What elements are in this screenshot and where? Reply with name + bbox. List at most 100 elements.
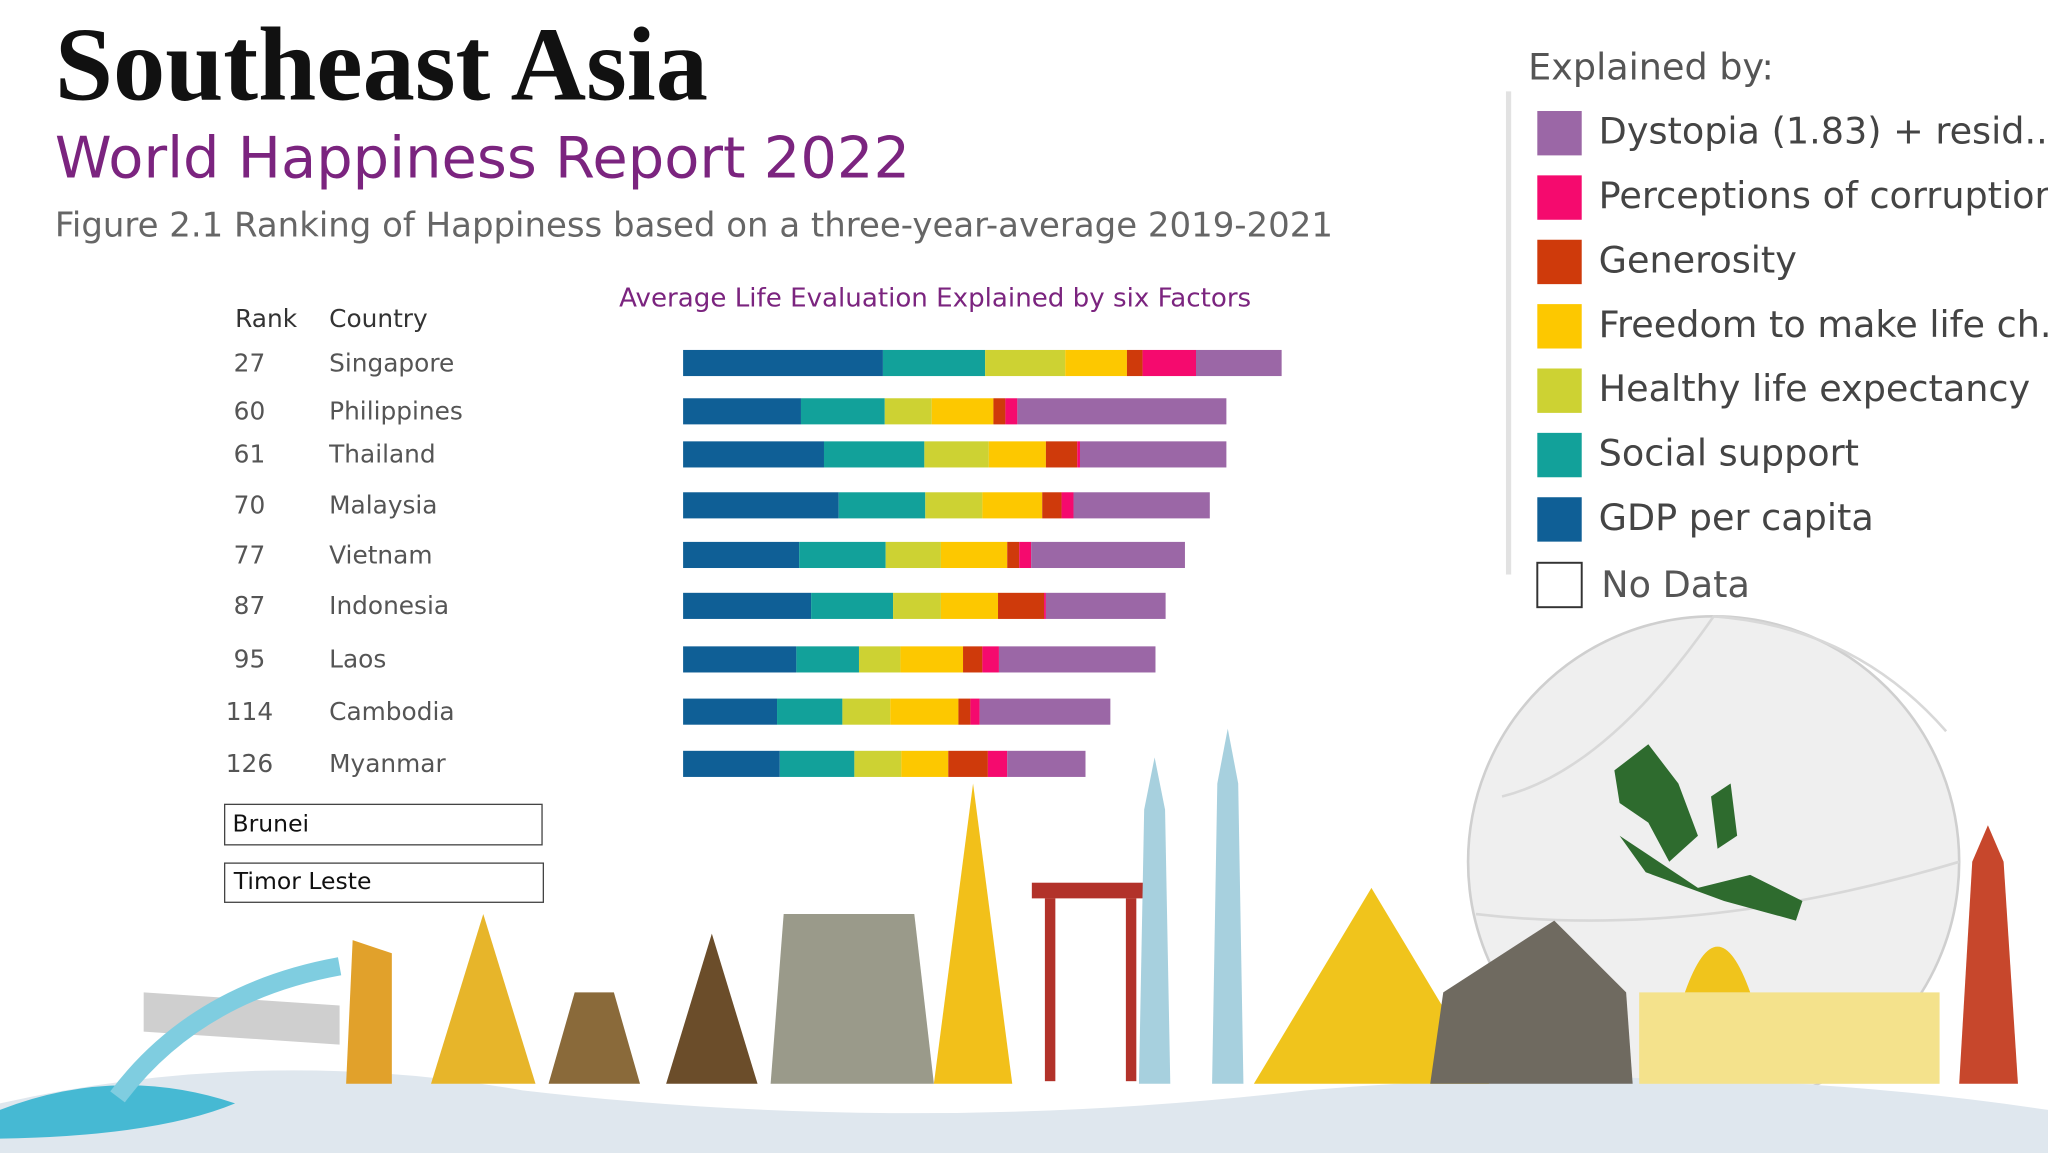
- rank: 77: [234, 540, 266, 569]
- rank: 126: [226, 749, 273, 778]
- bar-segment: [890, 698, 959, 725]
- bar-segment: [998, 592, 1045, 619]
- bar-segment: [993, 398, 1006, 425]
- country: Malaysia: [329, 491, 437, 520]
- rank: 61: [234, 440, 266, 469]
- bar-segment: [683, 646, 797, 673]
- legend-label: Generosity: [1599, 238, 1797, 281]
- unranked-box: [223, 862, 544, 903]
- bar-segment: [985, 349, 1066, 377]
- bar-segment: [799, 541, 886, 569]
- bar-segment: [683, 398, 801, 425]
- bar-segment: [1079, 441, 1227, 468]
- rank-header: Rank: [235, 304, 298, 333]
- country: Philippines: [329, 397, 463, 426]
- bar-segment: [987, 750, 1008, 777]
- bar-segment: [979, 698, 1111, 725]
- bar-segment: [925, 492, 983, 519]
- bar-segment: [1142, 349, 1196, 377]
- bar-segment: [1077, 441, 1080, 468]
- country: Thailand: [328, 440, 436, 469]
- rank: 70: [234, 491, 266, 520]
- bar-segment: [858, 646, 901, 673]
- legend-label-no-data: No Data: [1601, 563, 1750, 606]
- bar-segment: [796, 646, 859, 673]
- bar-segment: [1007, 541, 1020, 569]
- legend-label: GDP per capita: [1599, 496, 1874, 539]
- bar-segment: [683, 750, 780, 777]
- legend-label: Healthy life expectancy: [1599, 367, 2030, 410]
- legend-label: Dystopia (1.83) + resid...: [1599, 110, 2048, 153]
- bar-segment: [838, 492, 926, 519]
- bar-segment: [948, 750, 988, 777]
- bar-segment: [1031, 541, 1185, 569]
- bar-segment: [1044, 592, 1046, 619]
- rank: 60: [234, 397, 266, 426]
- legend-swatch: [1537, 110, 1582, 156]
- bar-segment: [963, 646, 983, 673]
- bar-segment: [1019, 541, 1032, 569]
- country: Myanmar: [329, 749, 446, 778]
- bar-segment: [779, 750, 855, 777]
- bar-segment: [683, 349, 883, 377]
- legend-label: Social support: [1599, 432, 1859, 475]
- bar-segment: [1042, 492, 1062, 519]
- bar-segment: [683, 441, 824, 468]
- country: Singapore: [329, 348, 454, 377]
- page-title: Southeast Asia: [55, 7, 708, 123]
- caption: Figure 2.1 Ranking of Happiness based on…: [55, 206, 1333, 246]
- bar-segment: [777, 698, 843, 725]
- bar-segment: [1065, 349, 1127, 377]
- bar-segment: [970, 698, 980, 725]
- legend-swatch: [1537, 432, 1582, 478]
- bar-segment: [982, 492, 1043, 519]
- bar-segment: [823, 441, 925, 468]
- legend-label: Perceptions of corruption: [1599, 174, 2048, 217]
- bar-segment: [998, 646, 1156, 673]
- bar-segment: [842, 698, 891, 725]
- legend-swatch: [1537, 239, 1582, 285]
- country-header: Country: [329, 304, 428, 333]
- bar-segment: [1073, 492, 1210, 519]
- unranked-country: Timor Leste: [233, 867, 372, 895]
- bar-segment: [885, 541, 941, 569]
- bar-segment: [1045, 441, 1078, 468]
- bar-segment: [958, 698, 971, 725]
- bar-segment: [800, 398, 885, 425]
- bar-segment: [1061, 492, 1074, 519]
- rank: 87: [234, 591, 266, 620]
- country: Indonesia: [329, 591, 449, 620]
- legend-swatch: [1537, 304, 1582, 349]
- bar-segment: [1195, 349, 1282, 377]
- bar-segment: [940, 592, 999, 619]
- bar-segment: [1126, 349, 1143, 377]
- legend-swatch-no-data: [1536, 561, 1583, 609]
- bar-segment: [1045, 592, 1166, 619]
- bar-segment: [982, 646, 999, 673]
- rank: 27: [234, 348, 266, 377]
- bar-segment: [683, 541, 800, 569]
- legend-swatch: [1537, 175, 1582, 220]
- bar-segment: [931, 398, 994, 425]
- legend-label: Freedom to make life ch...: [1599, 303, 2048, 346]
- decoration: [0, 614, 2048, 1153]
- rank: 114: [226, 697, 273, 726]
- unranked-country: Brunei: [232, 810, 309, 838]
- bar-segment: [683, 592, 812, 619]
- bar-segment: [811, 592, 894, 619]
- chart-title: Average Life Evaluation Explained by six…: [619, 284, 1251, 314]
- bar-segment: [1007, 750, 1086, 777]
- bar-segment: [1017, 398, 1227, 425]
- legend-swatch: [1537, 497, 1582, 542]
- bar-segment: [893, 592, 941, 619]
- bar-segment: [683, 698, 778, 725]
- country: Laos: [329, 645, 386, 674]
- bar-segment: [940, 541, 1008, 569]
- bar-segment: [900, 646, 964, 673]
- bar-segment: [1005, 398, 1018, 425]
- bar-segment: [988, 441, 1046, 468]
- country: Cambodia: [329, 697, 454, 726]
- legend-swatch: [1537, 368, 1582, 413]
- bar-segment: [924, 441, 989, 468]
